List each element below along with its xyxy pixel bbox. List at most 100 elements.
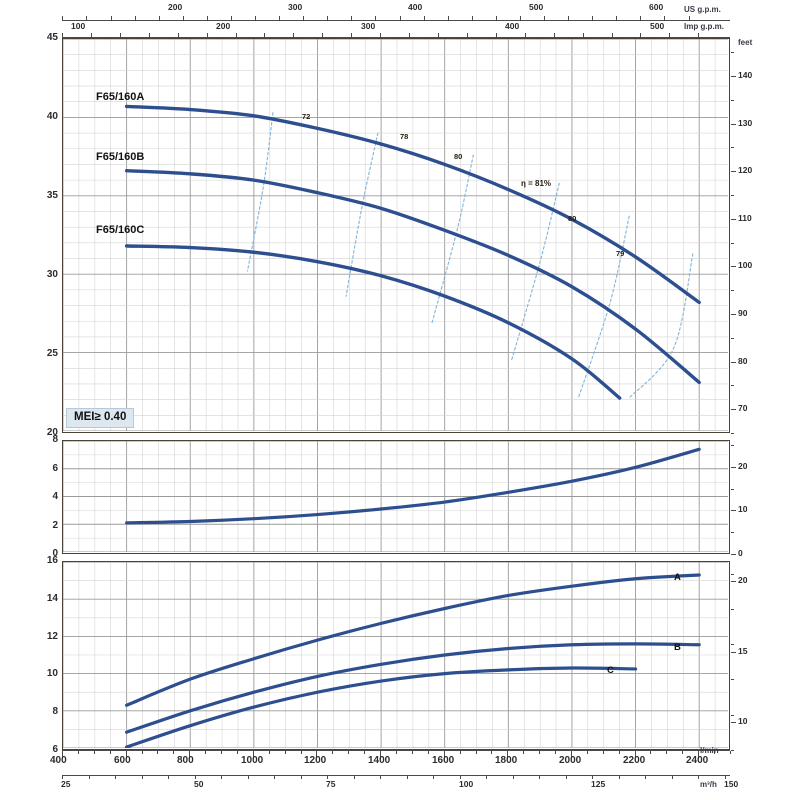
axis-minor-tick-head_right — [731, 219, 734, 220]
bottom-axis-lmin-tick — [301, 751, 302, 754]
bottom-axis-lmin-label-600: 600 — [114, 755, 131, 766]
efficiency-label-80-left: 80 — [454, 152, 463, 161]
bottom-axis-m3h-label-75: 75 — [326, 779, 336, 789]
top-axis-imp-gpm-tick — [322, 33, 323, 37]
axis-minor-tick-npsh_right — [731, 510, 734, 511]
axis-minor-tick-power_right — [731, 609, 734, 610]
axis-label-power_left-10: 10 — [46, 668, 58, 679]
axis-label-head_right-90: 90 — [738, 308, 748, 318]
npsh-chart-panel — [62, 440, 730, 554]
bottom-axis-m3h-tick — [195, 776, 196, 779]
bottom-axis-lmin-label-1000: 1000 — [241, 755, 264, 766]
top-axis-us-gpm-label-200: 200 — [168, 2, 183, 12]
axis-minor-tick-head_right — [731, 266, 734, 267]
top-axis-us-gpm-line — [62, 20, 730, 21]
axis-label-power_left-12: 12 — [46, 631, 58, 642]
top-axis-us-gpm-tick — [664, 16, 665, 20]
top-axis-us-gpm-tick — [183, 16, 184, 20]
axis-minor-tick-power_right — [731, 750, 734, 751]
bottom-axis-lmin-tick — [237, 751, 238, 754]
top-axis-imp-gpm-tick — [351, 33, 352, 37]
bottom-axis-m3h-tick — [354, 776, 355, 779]
axis-label-head_left-35: 35 — [46, 190, 58, 201]
top-axis-imp-gpm-tick — [178, 33, 179, 37]
power-curve-label-c: C — [607, 665, 614, 676]
bottom-axis-lmin-tick — [635, 751, 636, 757]
top-axis-imp-gpm-tick — [554, 33, 555, 37]
top-axis-us-gpm-tick — [303, 16, 304, 20]
bottom-axis-m3h-label-150: 150 — [724, 779, 739, 789]
top-axis-us-gpm-label-400: 400 — [408, 2, 423, 12]
axis-label-npsh_left-2: 2 — [52, 520, 58, 531]
bottom-axis-lmin-label-2200: 2200 — [623, 755, 646, 766]
bottom-axis-m3h-tick — [89, 776, 90, 779]
bottom-axis-lmin-tick — [730, 751, 731, 754]
bottom-axis-m3h-tick — [698, 776, 699, 779]
top-axis-imp-gpm-tick — [120, 33, 121, 37]
bottom-axis-m3h-label-25: 25 — [61, 779, 71, 789]
top-axis-imp-gpm-tick — [496, 33, 497, 37]
bottom-axis-m3h-tick — [672, 776, 673, 779]
curve-label-f65-160a: F65/160A — [96, 91, 145, 103]
axis-minor-tick-head_right — [731, 171, 734, 172]
axis-label-head_left-40: 40 — [46, 111, 58, 122]
bottom-axis-lmin-tick — [682, 751, 683, 754]
bottom-axis-m3h-tick — [301, 776, 302, 779]
axis-label-power_left-14: 14 — [46, 593, 58, 604]
bottom-axis-m3h-tick — [407, 776, 408, 779]
bottom-axis-lmin-tick — [523, 751, 524, 754]
bottom-axis-lmin-label-800: 800 — [177, 755, 194, 766]
power-chart-panel — [62, 561, 730, 750]
top-axis-imp-gpm-tick — [62, 33, 63, 37]
efficiency-label-eta-81: η = 81% — [521, 179, 552, 188]
top-axis-us-gpm-tick — [424, 16, 425, 20]
axis-label-npsh_right-20: 20 — [738, 461, 748, 471]
axis-minor-tick-head_right — [731, 409, 734, 410]
npsh-chart-svg — [63, 441, 728, 552]
top-axis-us-gpm-label-500: 500 — [529, 2, 544, 12]
axis-label-npsh_right-0: 0 — [738, 548, 743, 558]
top-axis-imp-gpm-tick — [640, 33, 641, 37]
axis-label-head_right-70: 70 — [738, 403, 748, 413]
top-axis-us-gpm-tick — [135, 16, 136, 20]
top-axis-imp-gpm-tick — [293, 33, 294, 37]
axis-minor-tick-npsh_right — [731, 554, 734, 555]
curve-label-f65-160b: F65/160B — [96, 151, 145, 163]
top-axis-imp-gpm-tick — [409, 33, 410, 37]
top-axis-us-gpm-tick — [592, 16, 593, 20]
axis-label-npsh_right-10: 10 — [738, 504, 748, 514]
mei-badge: MEI≥ 0.40 — [66, 408, 135, 429]
bottom-axis-m3h-tick — [248, 776, 249, 779]
head-right-axis-unit-feet: feet — [738, 38, 753, 47]
head-chart-svg — [63, 39, 728, 431]
bottom-axis-m3h-tick — [142, 776, 143, 779]
head-chart-panel — [62, 38, 730, 433]
bottom-axis-m3h-line — [62, 775, 730, 776]
bottom-axis-lmin-tick — [714, 751, 715, 754]
axis-label-npsh_left-8: 8 — [52, 434, 58, 445]
bottom-axis-unit-lmin: l/min — [700, 746, 719, 755]
bottom-axis-lmin-tick — [332, 751, 333, 754]
axis-minor-tick-head_right — [731, 52, 734, 53]
bottom-axis-m3h-tick — [115, 776, 116, 779]
bottom-axis-m3h-tick — [327, 776, 328, 779]
bottom-axis-lmin-tick — [126, 751, 127, 757]
bottom-axis-lmin-tick — [285, 751, 286, 754]
bottom-axis-lmin-tick — [348, 751, 349, 754]
top-axis-imp-gpm-label-300: 300 — [361, 21, 376, 31]
axis-minor-tick-head_right — [731, 433, 734, 434]
bottom-axis-lmin-line — [62, 750, 730, 751]
bottom-axis-lmin-label-400: 400 — [50, 755, 67, 766]
bottom-axis-lmin-tick — [316, 751, 317, 757]
bottom-axis-lmin-tick — [571, 751, 572, 757]
efficiency-label-72: 72 — [302, 112, 311, 121]
power-chart-svg — [63, 562, 728, 748]
bottom-axis-lmin-tick — [78, 751, 79, 754]
top-axis-imp-gpm-tick — [698, 33, 699, 37]
top-axis-imp-gpm-tick — [669, 33, 670, 37]
top-axis-us-gpm-tick — [400, 16, 401, 20]
top-axis-unit-imp-gpm: Imp g.p.m. — [684, 22, 724, 31]
top-axis-us-gpm-tick — [472, 16, 473, 20]
axis-minor-tick-head_right — [731, 124, 734, 125]
top-axis-us-gpm-tick — [640, 16, 641, 20]
